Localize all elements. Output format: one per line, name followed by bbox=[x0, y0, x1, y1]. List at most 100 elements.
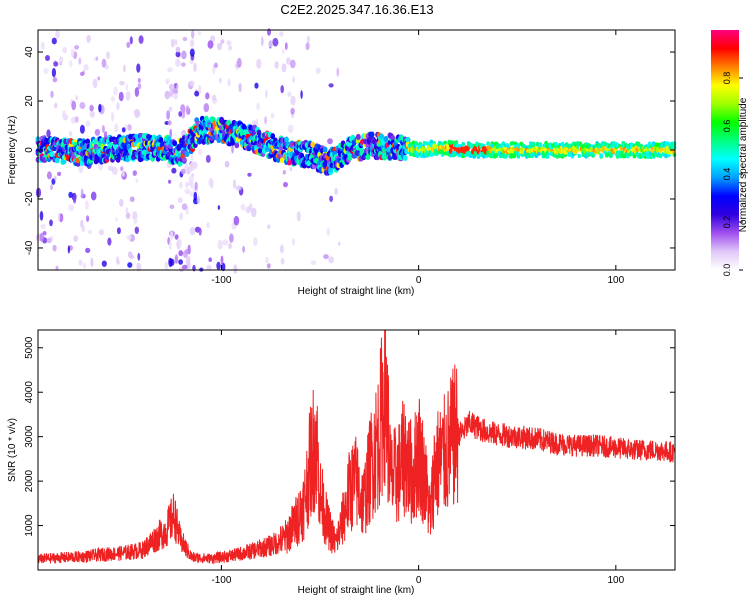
spectrogram-cell bbox=[187, 166, 193, 173]
spectrogram-cell bbox=[310, 260, 317, 266]
spectrogram-cell bbox=[383, 136, 389, 142]
spectrogram-cell bbox=[422, 141, 427, 146]
spectrogram-cell bbox=[390, 135, 396, 141]
spectrogram-cell bbox=[653, 151, 657, 156]
spectrogram-cell bbox=[134, 109, 141, 119]
spectrogram-cell bbox=[256, 102, 260, 111]
spectrogram-y-label: Frequency (Hz) bbox=[7, 116, 18, 185]
spectrogram-cell bbox=[362, 138, 368, 145]
spectrogram-cell bbox=[73, 235, 79, 242]
snr-y-tick-label: 2000 bbox=[24, 470, 35, 493]
spectrogram-x-tick-label: 0 bbox=[416, 275, 422, 286]
spectrogram-cell bbox=[70, 48, 75, 57]
spectrogram-cell bbox=[136, 63, 141, 73]
spectrogram-x-tick-label: 100 bbox=[607, 275, 624, 286]
spectrogram-cell bbox=[54, 102, 58, 109]
spectrogram-cell bbox=[291, 238, 296, 246]
spectrogram-cell bbox=[101, 58, 107, 68]
spectrogram-cell bbox=[454, 140, 459, 145]
spectrogram-cell bbox=[281, 63, 287, 73]
spectrogram-cell bbox=[256, 58, 262, 69]
spectrogram-cell bbox=[126, 41, 131, 49]
spectrogram-cell bbox=[178, 238, 182, 248]
spectrogram-cell bbox=[270, 133, 276, 140]
spectrogram-cell bbox=[270, 112, 275, 119]
spectrogram-cell bbox=[55, 29, 60, 39]
spectrogram-cell bbox=[118, 91, 124, 102]
spectrogram-x-tick-label: -100 bbox=[211, 275, 231, 286]
spectrogram-cell bbox=[175, 46, 181, 53]
spectrogram-cell bbox=[78, 57, 82, 65]
spectrogram-cell bbox=[279, 157, 285, 164]
spectrogram-cell bbox=[52, 244, 57, 252]
spectrogram-cell bbox=[210, 35, 216, 42]
spectrogram-cell bbox=[265, 89, 268, 99]
spectrogram-cell bbox=[329, 195, 333, 202]
colorbar-tick-label: 0.6 bbox=[722, 120, 732, 133]
spectrogram-cell bbox=[172, 87, 179, 95]
spectrogram-y-tick-label: 20 bbox=[24, 95, 35, 107]
spectrogram-cell bbox=[234, 142, 240, 149]
spectrogram-cell bbox=[73, 196, 77, 204]
colorbar-label: Normalized spectral amplitude bbox=[738, 97, 749, 232]
snr-x-ticks: -100 0 100 bbox=[211, 330, 625, 586]
spectrogram-cell bbox=[178, 250, 183, 257]
spectrogram-cell bbox=[46, 237, 52, 244]
spectrogram-cell bbox=[217, 205, 221, 210]
spectrogram-cell bbox=[469, 144, 474, 149]
spectrogram-cell bbox=[206, 264, 212, 271]
spectrogram-cell bbox=[489, 149, 493, 154]
spectrogram-cell bbox=[125, 207, 129, 214]
spectrogram-cell bbox=[328, 166, 334, 173]
spectrogram-cell bbox=[290, 95, 296, 106]
spectrogram-cell bbox=[175, 51, 181, 58]
spectrogram-y-tick-label: 0 bbox=[24, 147, 35, 153]
spectrogram-cell bbox=[51, 67, 57, 78]
spectrogram-cell bbox=[347, 154, 353, 161]
spectrogram-cell bbox=[125, 91, 131, 101]
spectrogram-cell bbox=[123, 64, 126, 73]
spectrogram-cell bbox=[231, 144, 234, 154]
spectrogram-cell bbox=[169, 88, 174, 98]
spectrogram-cell bbox=[265, 256, 269, 264]
spectrogram-cell bbox=[179, 212, 183, 221]
spectrogram-cell bbox=[482, 146, 486, 151]
spectrogram-cell bbox=[126, 235, 132, 240]
snr-y-tick-label: 3000 bbox=[24, 425, 35, 448]
spectrogram-cell bbox=[310, 141, 316, 148]
spectrogram-cell bbox=[529, 144, 533, 149]
spectrogram-cell bbox=[54, 157, 60, 164]
spectrogram-cell bbox=[133, 218, 138, 225]
snr-x-tick-label: 0 bbox=[416, 575, 422, 586]
spectrogram-cell bbox=[236, 57, 242, 68]
spectrogram-cell bbox=[127, 124, 132, 131]
spectrogram-cell bbox=[328, 256, 334, 264]
spectrogram-cell bbox=[57, 171, 62, 176]
spectrogram-cell bbox=[125, 212, 131, 219]
spectrogram-cell bbox=[665, 141, 670, 146]
snr-x-label: Height of straight line (km) bbox=[298, 585, 415, 596]
spectrogram-cell bbox=[284, 42, 288, 50]
spectrogram-cell bbox=[665, 145, 670, 151]
spectrogram-cell bbox=[74, 116, 79, 123]
spectrogram-cell bbox=[50, 90, 54, 98]
spectrogram-cell bbox=[53, 61, 59, 67]
colorbar-ticks: 0.0 0.2 0.4 0.6 0.8 bbox=[722, 72, 743, 276]
spectrogram-cell bbox=[279, 244, 284, 254]
spectrogram-cell bbox=[654, 142, 659, 147]
spectrogram-cell bbox=[176, 84, 179, 90]
spectrogram-cell bbox=[132, 170, 137, 176]
spectrogram-cell bbox=[89, 104, 94, 112]
spectrogram-cell bbox=[449, 148, 453, 153]
spectrogram-cell bbox=[174, 39, 178, 46]
spectrogram-cell bbox=[134, 226, 139, 234]
spectrogram-cell bbox=[116, 227, 121, 235]
spectrogram-cell bbox=[264, 116, 267, 125]
spectrogram-cell bbox=[287, 91, 292, 97]
spectrogram-cell bbox=[184, 188, 191, 195]
spectrogram-cell bbox=[113, 86, 118, 96]
spectrogram-cells bbox=[35, 28, 677, 275]
spectrogram-cell bbox=[111, 111, 115, 122]
spectrogram-cell bbox=[116, 102, 120, 110]
